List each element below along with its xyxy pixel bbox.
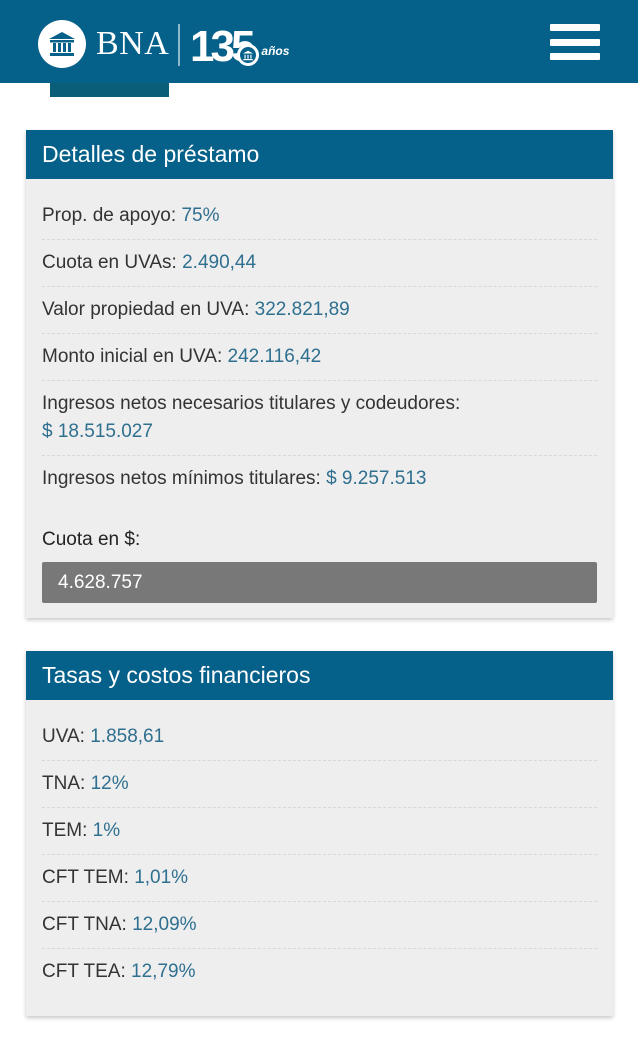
rate-value: 1.858,61 [90, 726, 165, 747]
detail-label: Valor propiedad en UVA: [42, 299, 250, 320]
anniversary-logo: 135 años [190, 18, 289, 70]
rate-row-tna: TNA: 12% [42, 761, 597, 808]
rate-row-cft-tem: CFT TEM: 1,01% [42, 855, 597, 902]
rate-label: CFT TEM: [42, 867, 129, 888]
rate-row-tem: TEM: 1% [42, 808, 597, 855]
bank-building-icon [49, 32, 75, 56]
active-tab-indicator [50, 83, 169, 97]
detail-value: 2.490,44 [182, 252, 257, 273]
detail-value: $ 18.515.027 [42, 421, 153, 442]
detail-label: Monto inicial en UVA: [42, 346, 223, 367]
detail-row-valor-propiedad: Valor propiedad en UVA: 322.821,89 [42, 287, 597, 334]
loan-details-card: Detalles de préstamo Prop. de apoyo: 75%… [26, 130, 613, 618]
detail-value: 75% [181, 205, 220, 226]
rate-value: 1% [92, 820, 121, 841]
hamburger-menu-icon[interactable] [550, 24, 600, 60]
detail-value: 242.116,42 [227, 346, 322, 367]
detail-row-ingresos-necesarios: Ingresos netos necesarios titulares y co… [42, 381, 597, 456]
rate-value: 12,79% [131, 961, 196, 982]
logo-divider [178, 24, 180, 66]
detail-row-prop-apoyo: Prop. de apoyo: 75% [42, 193, 597, 240]
detail-row-monto-inicial: Monto inicial en UVA: 242.116,42 [42, 334, 597, 381]
detail-row-ingresos-minimos: Ingresos netos mínimos titulares: $ 9.25… [42, 456, 597, 502]
rate-label: TEM: [42, 820, 88, 841]
rate-row-cft-tea: CFT TEA: 12,79% [42, 949, 597, 995]
rates-card: Tasas y costos financieros UVA: 1.858,61… [26, 651, 613, 1016]
rate-label: TNA: [42, 773, 86, 794]
detail-label: Ingresos netos mínimos titulares: [42, 468, 321, 489]
detail-label: Ingresos netos necesarios titulares y co… [42, 393, 461, 414]
top-navigation-bar: BNA 135 años [0, 0, 638, 83]
detail-row-cuota-uvas: Cuota en UVAs: 2.490,44 [42, 240, 597, 287]
detail-label: Prop. de apoyo: [42, 205, 177, 226]
loan-details-title: Detalles de préstamo [26, 130, 613, 179]
rate-row-cft-tna: CFT TNA: 12,09% [42, 902, 597, 949]
detail-value: $ 9.257.513 [326, 468, 427, 489]
rate-row-uva: UVA: 1.858,61 [42, 714, 597, 761]
cuota-pesos-label: Cuota en $: [42, 529, 141, 550]
rate-label: UVA: [42, 726, 85, 747]
rate-value: 1,01% [134, 867, 189, 888]
rate-label: CFT TNA: [42, 914, 127, 935]
rate-label: CFT TEA: [42, 961, 126, 982]
rates-title: Tasas y costos financieros [26, 651, 613, 700]
anniversary-label: años [261, 44, 290, 58]
brand-name: BNA [96, 25, 170, 62]
anniversary-seal-icon [237, 44, 260, 66]
bna-logo[interactable] [38, 20, 86, 68]
rate-value: 12% [90, 773, 129, 794]
detail-value: 322.821,89 [254, 299, 350, 320]
cuota-pesos-field: 4.628.757 [42, 562, 597, 603]
detail-label: Cuota en UVAs: [42, 252, 177, 273]
rate-value: 12,09% [132, 914, 197, 935]
